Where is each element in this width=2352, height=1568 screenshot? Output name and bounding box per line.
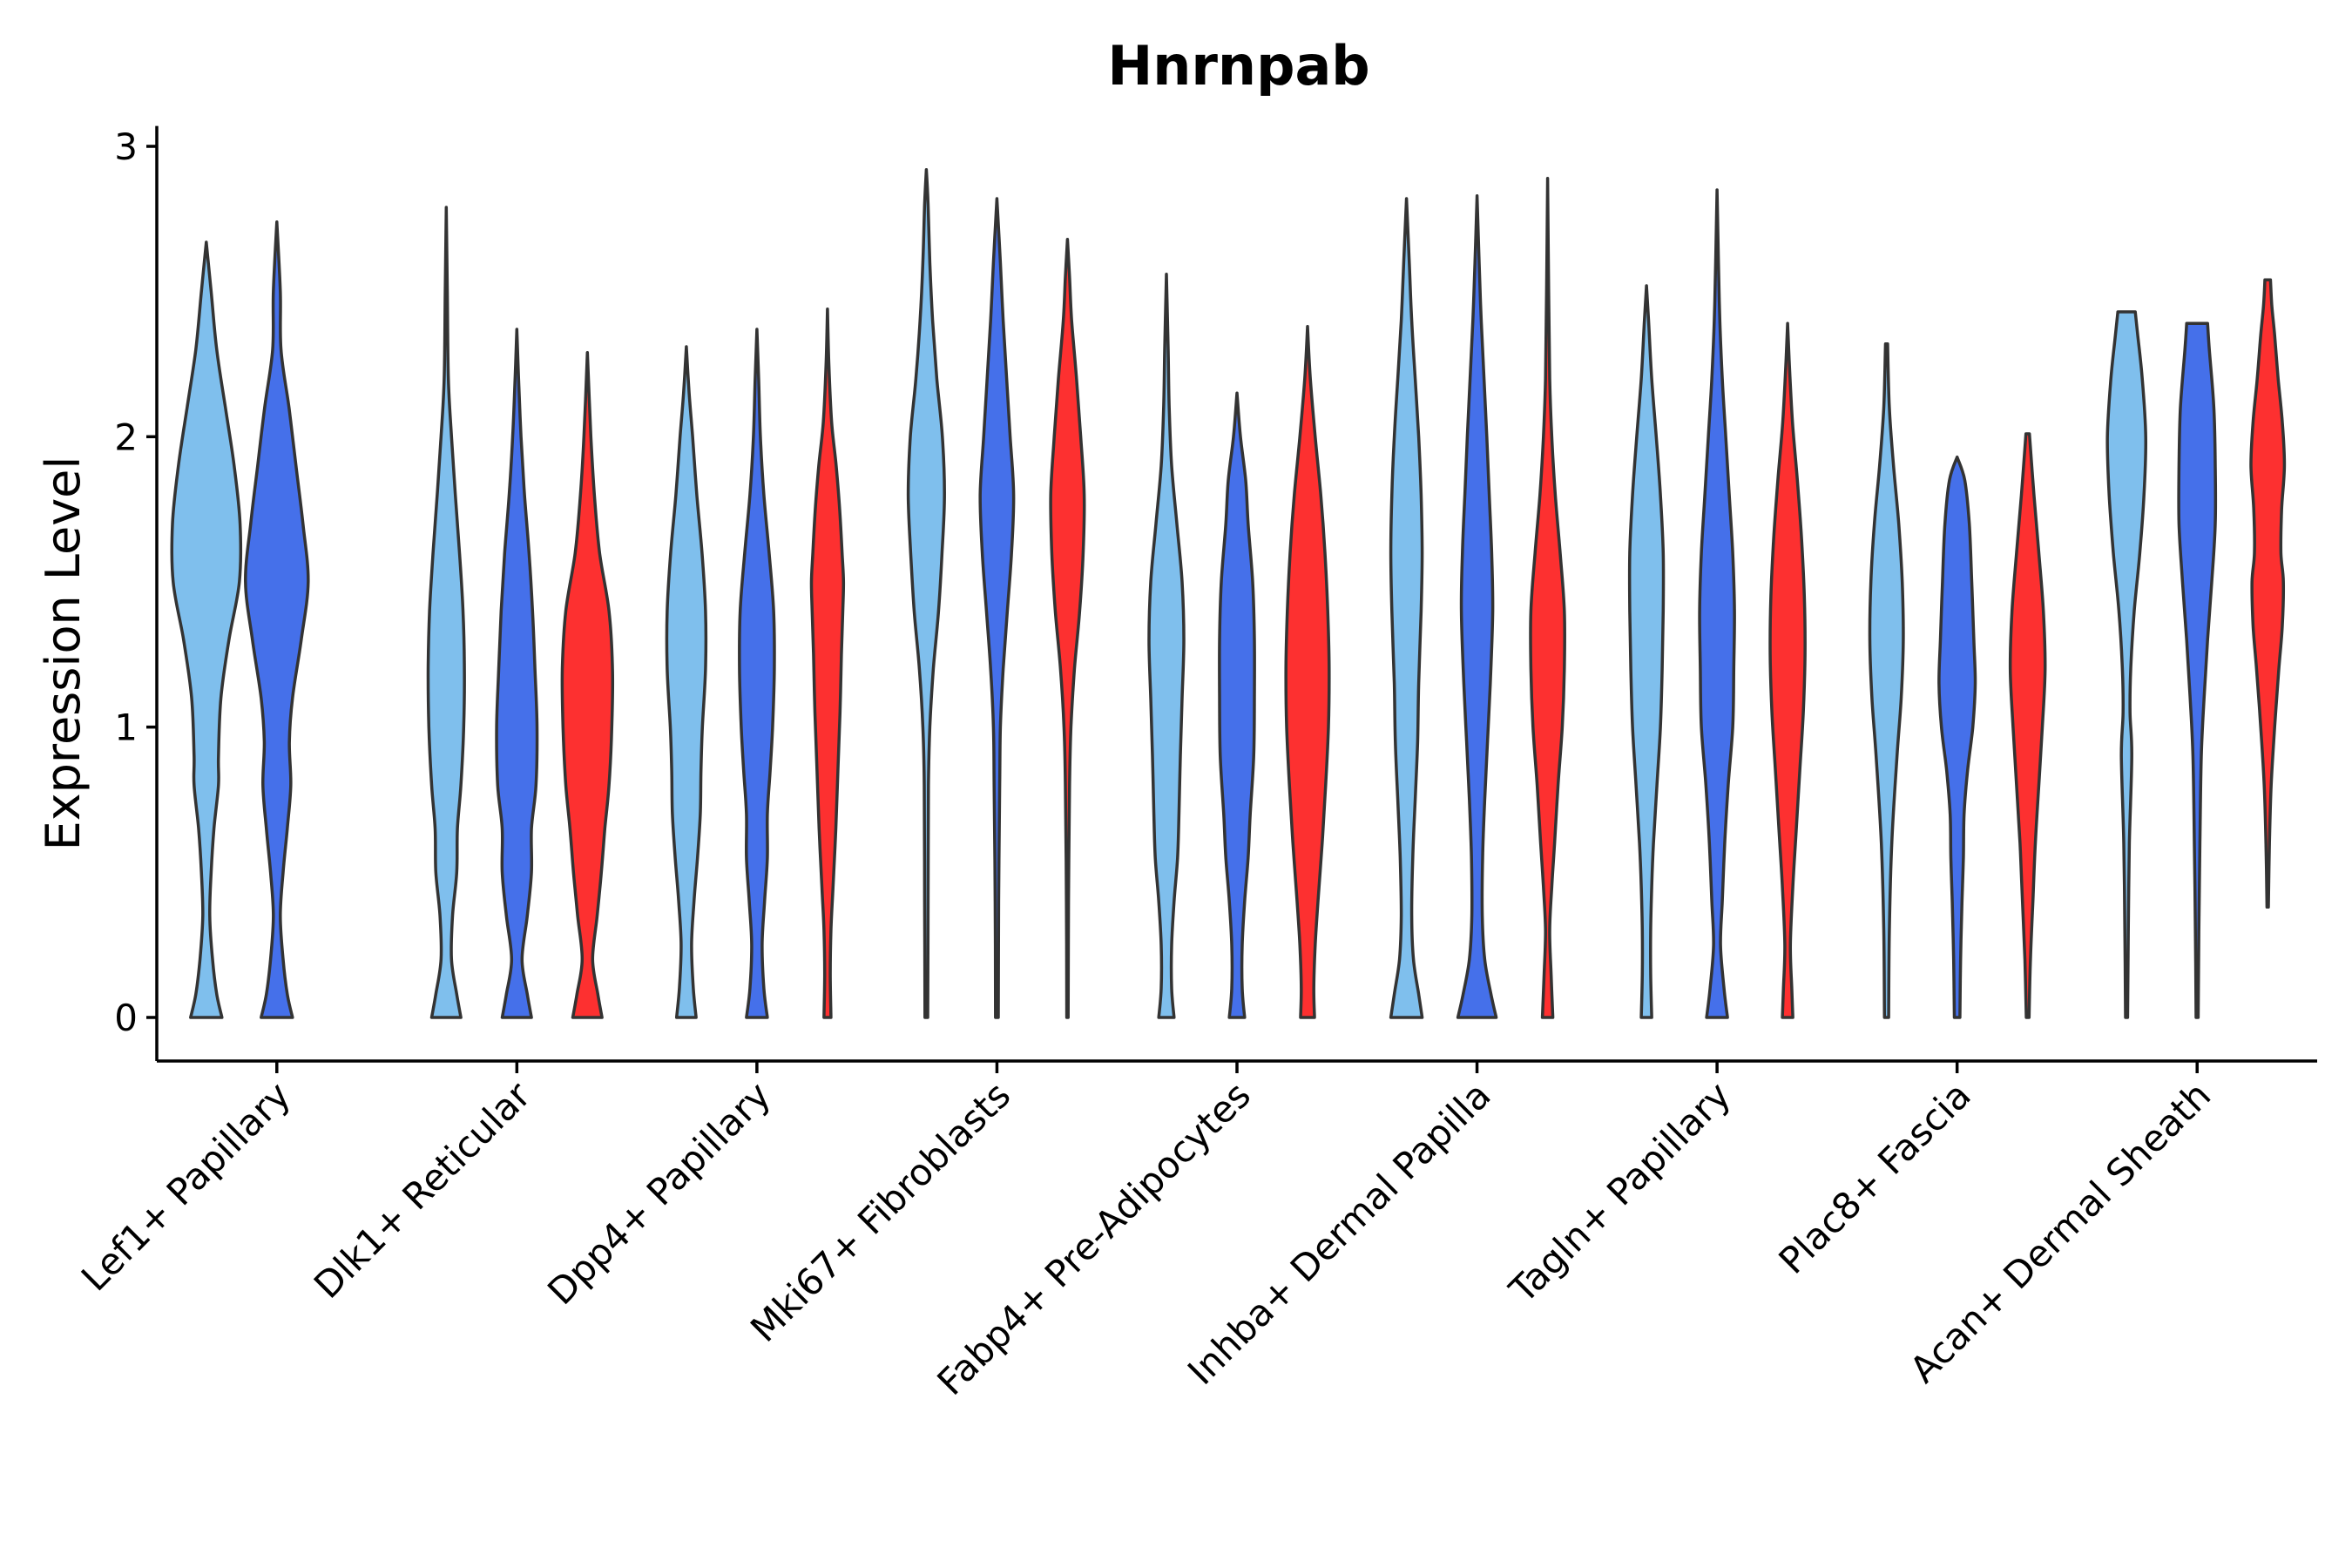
violin-6-series-2 <box>1456 193 1498 1019</box>
violin-5-series-1 <box>1147 272 1186 1019</box>
violin-2-series-1 <box>426 206 466 1019</box>
violin-4-series-3 <box>1049 237 1086 1019</box>
x-category-label-8: Plac8+ Fascia <box>1770 1073 1978 1281</box>
violin-3-series-1 <box>665 345 708 1019</box>
violin-4-series-1 <box>906 167 946 1019</box>
violin-3-series-3 <box>809 307 846 1019</box>
violin-8-series-2 <box>1937 455 1977 1019</box>
x-category-label-2: Dlk1+ Reticular <box>306 1073 539 1307</box>
violin-1-series-1 <box>170 240 243 1019</box>
violin-5-series-2 <box>1218 391 1256 1019</box>
y-axis-label: Expression Level <box>36 456 91 851</box>
violin-7-series-2 <box>1698 188 1736 1019</box>
y-tick-label-3: 3 <box>114 125 138 168</box>
violins-layer <box>170 167 2287 1019</box>
x-category-label-4: Mki67+ Fibroblasts <box>742 1073 1018 1349</box>
violin-2-series-2 <box>495 328 539 1019</box>
violin-7-series-3 <box>1768 321 1807 1019</box>
violin-3-series-2 <box>738 328 776 1019</box>
x-category-label-1: Lef1+ Papillary <box>73 1073 299 1299</box>
violin-6-series-1 <box>1389 197 1424 1019</box>
violin-9-series-1 <box>2105 310 2148 1019</box>
violin-9-series-3 <box>2249 278 2287 909</box>
axes-layer: 0 1 2 3 Lef1+ Papillary Dlk1+ Reticular Dpp4+ … <box>73 125 2317 1403</box>
violin-8-series-1 <box>1868 341 1905 1019</box>
violin-8-series-3 <box>2008 432 2047 1019</box>
violin-6-series-3 <box>1529 176 1567 1019</box>
violin-2-series-3 <box>560 350 615 1019</box>
y-tick-label-2: 2 <box>114 416 138 458</box>
violin-5-series-3 <box>1284 324 1331 1019</box>
violin-4-series-2 <box>978 197 1016 1019</box>
violin-1-series-2 <box>244 220 310 1019</box>
x-category-label-7: Tagln+ Papillary <box>1501 1073 1739 1311</box>
y-tick-label-0: 0 <box>114 997 138 1039</box>
violin-9-series-2 <box>2177 321 2218 1019</box>
chart-title: Hnrnpab <box>1107 34 1369 98</box>
y-tick-label-1: 1 <box>114 706 138 749</box>
x-category-label-3: Dpp4+ Papillary <box>539 1073 779 1313</box>
violin-7-series-1 <box>1627 284 1666 1019</box>
